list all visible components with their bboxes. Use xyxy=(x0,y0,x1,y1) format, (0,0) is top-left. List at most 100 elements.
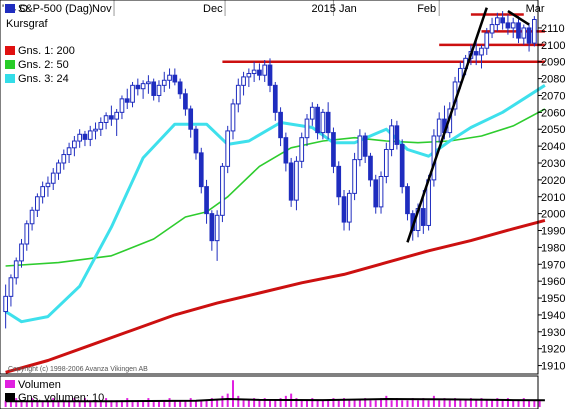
y-tick-label: 2000 xyxy=(541,209,565,221)
candle xyxy=(19,238,24,268)
candle-body-up xyxy=(24,223,30,245)
month-label: Dec xyxy=(203,3,223,15)
candle-body-up xyxy=(294,160,299,201)
candle xyxy=(309,102,315,126)
candle xyxy=(204,179,209,224)
volume-pane: Volumen Gns. volumen: 10 xyxy=(0,375,545,409)
legend: S&P-500 (Dag) Kursgraf Gns. 1: 200 Gns. … xyxy=(5,3,93,85)
candle-body-up xyxy=(103,115,109,123)
candle xyxy=(198,147,204,194)
candle xyxy=(389,119,394,157)
candle xyxy=(320,108,326,140)
candle-body-down xyxy=(188,108,194,130)
candle-body-down xyxy=(526,27,532,44)
candle xyxy=(77,129,83,148)
candle-body-down xyxy=(278,111,283,139)
candle xyxy=(146,75,151,94)
candle-body-up xyxy=(241,76,246,86)
candle-body-up xyxy=(235,84,241,105)
legend-label-kursgraf: Kursgraf xyxy=(6,18,49,30)
candle xyxy=(103,112,109,130)
candle-body-down xyxy=(405,186,410,215)
candle-body-up xyxy=(35,196,40,211)
candle-body-down xyxy=(257,69,262,76)
y-tick-label: 1970 xyxy=(541,259,565,271)
legend-label-volume: Volumen xyxy=(18,379,61,391)
candle xyxy=(521,24,527,45)
candle-body-up xyxy=(119,98,125,113)
candle-body-up xyxy=(140,83,146,90)
candle-body-up xyxy=(479,47,484,56)
candle xyxy=(209,210,215,251)
candle-body-up xyxy=(457,67,463,83)
candle xyxy=(29,206,35,231)
y-tick-label: 1910 xyxy=(541,361,565,373)
candle-body-up xyxy=(494,17,500,26)
candle xyxy=(532,16,537,47)
candle-body-up xyxy=(45,182,51,188)
candle xyxy=(331,127,336,174)
y-tick-label: 1990 xyxy=(541,226,565,238)
legend-swatch-ma50 xyxy=(5,60,15,69)
candle xyxy=(193,125,199,160)
candle-body-down xyxy=(373,179,379,208)
candle xyxy=(267,58,273,93)
candle-body-down xyxy=(399,143,405,188)
candle xyxy=(304,114,310,147)
candle xyxy=(72,135,77,157)
candle xyxy=(299,132,305,169)
candle-body-up xyxy=(167,74,172,81)
candle-body-up xyxy=(230,103,236,132)
candle-body-down xyxy=(209,213,215,242)
volume-average-line xyxy=(5,397,545,403)
candle-body-down xyxy=(172,74,178,83)
candle xyxy=(262,60,268,82)
candle xyxy=(45,176,51,197)
candle xyxy=(251,61,257,82)
candle xyxy=(235,78,241,113)
candle-body-down xyxy=(500,17,505,24)
candle xyxy=(130,81,135,108)
candle xyxy=(93,122,98,140)
y-tick-label: 1960 xyxy=(541,276,565,288)
plot-frame xyxy=(0,0,539,375)
legend-label-volume-avg: Gns. volumen: 10 xyxy=(18,392,104,404)
candle-body-up xyxy=(161,79,167,86)
candle xyxy=(494,12,500,32)
candle xyxy=(167,68,172,89)
y-tick-label: 2060 xyxy=(541,107,565,119)
candle-body-up xyxy=(50,172,56,184)
ma-line xyxy=(4,84,546,324)
legend-label-ma200: Gns. 1: 200 xyxy=(18,45,75,57)
candle xyxy=(352,152,357,201)
y-tick-label: 1920 xyxy=(541,344,565,356)
candle xyxy=(114,108,120,136)
legend-swatch-sp500 xyxy=(5,4,15,13)
candle-body-down xyxy=(362,135,368,157)
legend-label-ma50: Gns. 2: 50 xyxy=(18,59,69,71)
legend-swatch-ma200 xyxy=(5,46,15,55)
candle-body-up xyxy=(156,84,162,96)
candle-body-up xyxy=(77,133,83,142)
candle-body-up xyxy=(146,81,151,85)
candle xyxy=(13,257,19,285)
candle-body-up xyxy=(489,24,495,34)
candle xyxy=(56,159,61,180)
candle xyxy=(405,183,410,221)
candle-body-down xyxy=(336,165,342,198)
candle xyxy=(325,102,331,140)
candles-layer xyxy=(3,11,537,329)
candle xyxy=(500,11,505,30)
candle-body-down xyxy=(331,132,336,167)
candle xyxy=(87,125,93,147)
candle xyxy=(257,63,262,81)
candle xyxy=(40,181,46,204)
candle-body-up xyxy=(346,192,352,223)
legend-swatch-volume-avg xyxy=(5,393,15,401)
candle xyxy=(50,168,56,190)
candle-body-up xyxy=(40,186,46,198)
candle xyxy=(109,105,114,126)
